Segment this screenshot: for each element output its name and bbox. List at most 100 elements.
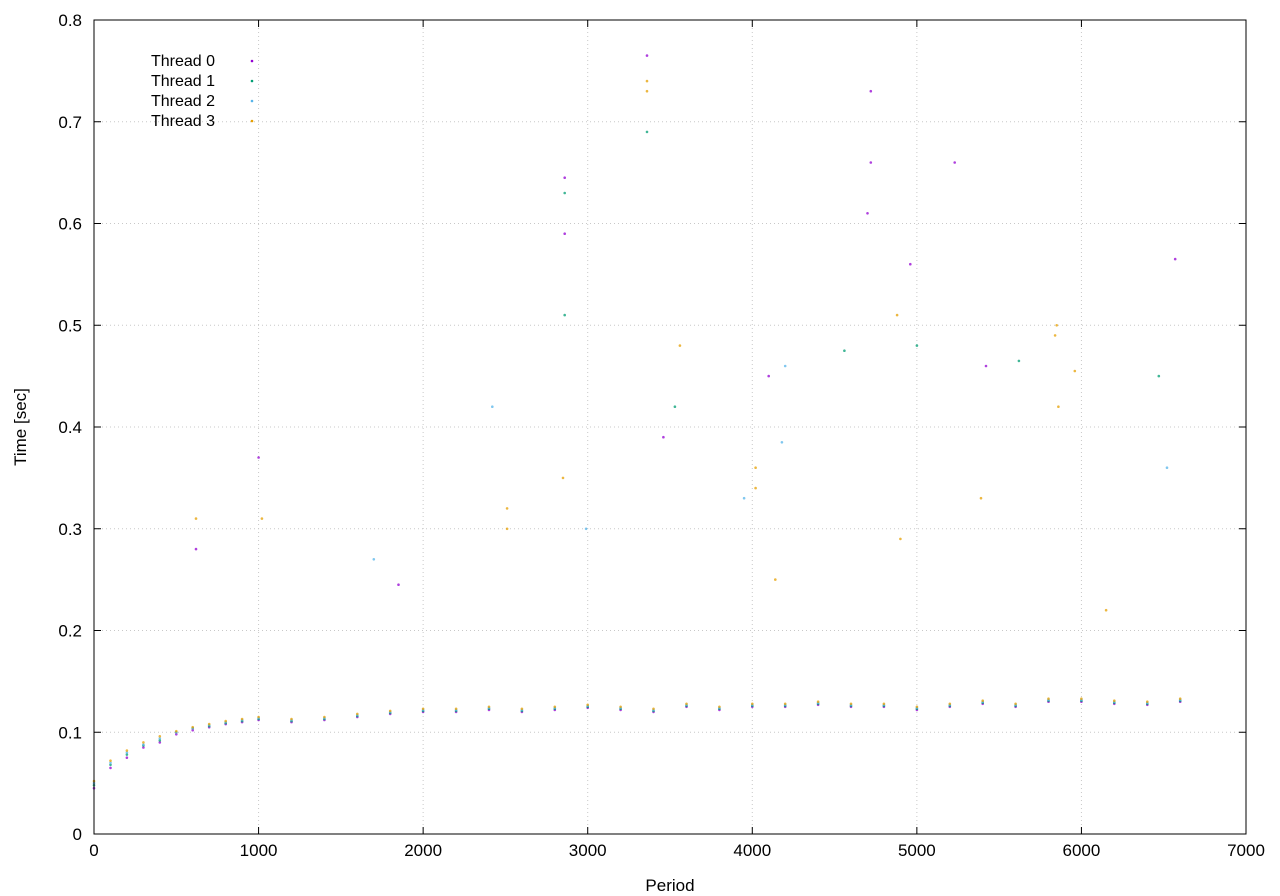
data-points <box>92 54 1182 790</box>
data-point <box>505 507 509 510</box>
data-point <box>895 313 899 317</box>
data-point <box>142 743 145 746</box>
x-tick-label: 4000 <box>733 841 771 860</box>
data-point <box>1073 369 1077 373</box>
data-point <box>561 476 565 480</box>
x-tick-label: 3000 <box>569 841 607 860</box>
data-point <box>142 746 145 749</box>
data-point <box>520 707 524 711</box>
y-tick-label: 0.7 <box>58 113 82 132</box>
data-point <box>774 578 777 581</box>
data-point <box>125 756 129 759</box>
data-point <box>584 527 588 531</box>
data-point <box>645 54 649 57</box>
data-point <box>1146 700 1149 703</box>
legend-marker <box>250 99 254 103</box>
data-point <box>915 344 919 347</box>
data-point <box>718 705 721 709</box>
data-point <box>388 709 392 713</box>
data-point <box>1047 697 1050 700</box>
data-point <box>109 761 112 765</box>
data-point <box>849 702 853 706</box>
data-point <box>948 702 952 706</box>
data-point <box>984 364 988 368</box>
data-point <box>866 212 869 215</box>
y-tick-label: 0.5 <box>58 316 82 335</box>
y-tick-label: 0 <box>73 825 82 844</box>
y-tick-label: 0.8 <box>58 11 82 30</box>
data-point <box>1080 697 1083 700</box>
x-tick-label: 0 <box>89 841 98 860</box>
data-point <box>645 130 649 134</box>
data-point <box>899 537 902 541</box>
data-point <box>191 728 194 732</box>
data-point <box>619 705 622 709</box>
data-point <box>1014 702 1017 706</box>
axis-ticks <box>93 19 1247 835</box>
y-tick-label: 0.1 <box>58 723 82 742</box>
x-tick-label: 6000 <box>1063 841 1101 860</box>
legend-marker <box>250 79 254 83</box>
data-point <box>1157 374 1161 378</box>
data-point <box>109 759 112 762</box>
data-point <box>652 707 655 711</box>
data-point <box>816 700 820 703</box>
x-tick-label: 5000 <box>898 841 936 860</box>
data-point <box>454 707 458 711</box>
data-point <box>207 722 211 726</box>
data-point <box>194 517 198 520</box>
data-point <box>175 729 178 733</box>
data-point <box>678 344 682 347</box>
data-point <box>869 89 873 93</box>
data-point <box>191 725 194 729</box>
data-point <box>767 374 770 378</box>
legend-marker <box>250 119 254 123</box>
data-point <box>563 313 566 317</box>
data-point <box>175 733 178 736</box>
data-point <box>487 705 491 709</box>
data-point <box>979 496 983 500</box>
data-point <box>505 527 509 531</box>
data-point <box>783 364 787 368</box>
data-point <box>1017 359 1021 363</box>
data-point <box>780 441 784 444</box>
data-point <box>953 161 956 164</box>
data-point <box>754 466 757 470</box>
data-point <box>323 715 326 719</box>
data-point <box>869 161 873 164</box>
data-point <box>783 702 787 706</box>
y-tick-labels: 0 0.1 0.2 0.3 0.4 0.5 0.6 0.7 0.8 <box>58 11 82 844</box>
data-point <box>372 558 376 561</box>
data-point <box>742 496 746 500</box>
data-point <box>754 486 757 490</box>
legend-label: Thread 0 <box>151 53 215 70</box>
legend-label: Thread 3 <box>151 113 215 130</box>
series-3-points <box>92 79 1182 783</box>
data-point <box>240 717 244 721</box>
data-point <box>645 89 649 93</box>
data-point <box>1053 334 1057 337</box>
data-point <box>645 79 649 83</box>
data-point <box>586 703 589 707</box>
x-tick-labels: 0 1000 2000 3000 4000 5000 6000 7000 <box>89 841 1265 860</box>
data-point <box>109 766 112 770</box>
y-tick-label: 0.4 <box>58 418 82 437</box>
grid-lines <box>94 20 1246 834</box>
data-point <box>981 699 984 702</box>
legend: Thread 0 Thread 1 Thread 2 Thread 3 <box>151 53 254 130</box>
data-point <box>662 435 665 439</box>
data-point <box>158 737 162 740</box>
data-point <box>125 749 129 752</box>
data-point <box>397 583 400 586</box>
legend-label: Thread 2 <box>151 93 215 110</box>
data-point <box>1113 699 1116 702</box>
data-point <box>909 262 912 266</box>
data-point <box>194 547 198 551</box>
data-point <box>563 191 566 195</box>
data-point <box>158 739 162 742</box>
legend-marker <box>250 59 254 63</box>
data-point <box>563 232 566 235</box>
x-axis-label: Period <box>645 876 694 895</box>
data-point <box>1173 257 1177 261</box>
